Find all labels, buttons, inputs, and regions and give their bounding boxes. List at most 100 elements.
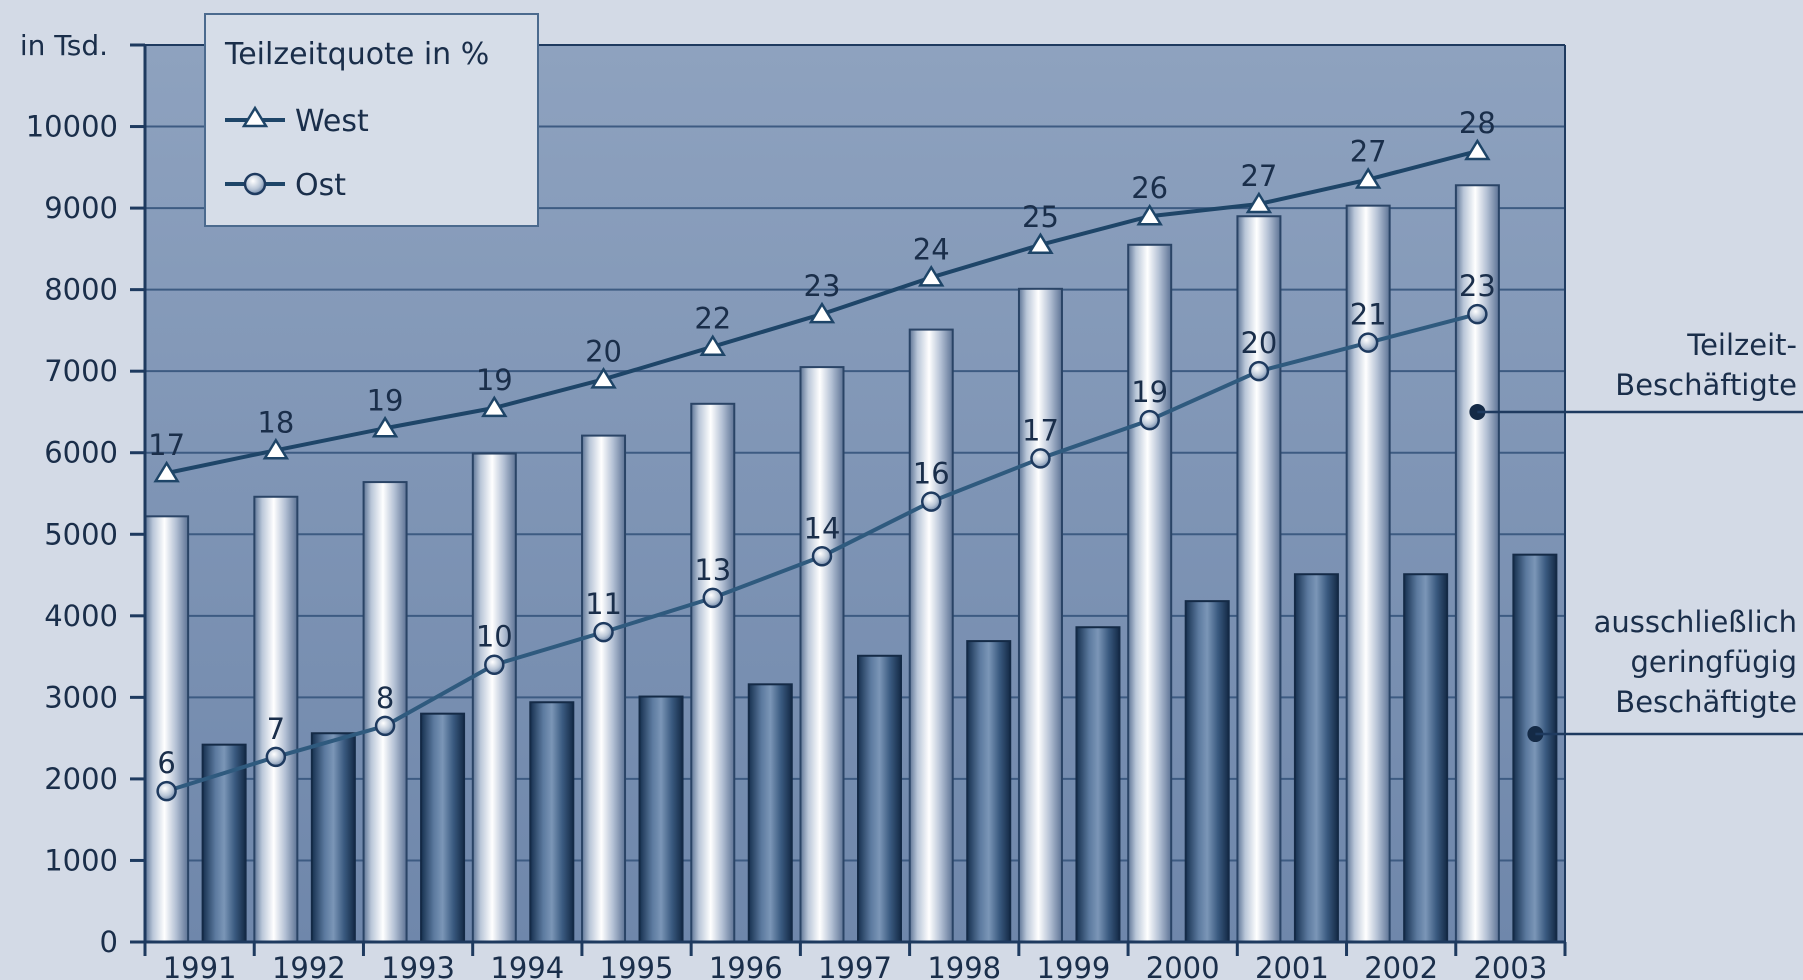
data-label-west-2001: 27	[1240, 159, 1277, 193]
series-label-geringfuegig: Beschäftigte	[1615, 685, 1797, 719]
legend-title: Teilzeitquote in %	[224, 37, 489, 72]
marker-west-2000	[1136, 203, 1163, 226]
tick-labels: 0 1000 2000 3000 4000 5000 6000 7000 8000 9000 100…	[26, 110, 1548, 980]
bar-teilzeit-1994	[471, 452, 517, 943]
y-tick-label: 4000	[44, 599, 118, 633]
bar-teilzeit-2002	[1345, 204, 1391, 944]
x-tick-label-2000: 2000	[1146, 951, 1220, 980]
y-tick-label: 10000	[26, 110, 118, 144]
data-label-ost-1998: 16	[913, 457, 950, 491]
marker-ost-1999	[1030, 448, 1051, 469]
lines: 17 18 19 19 20 22 23 24 25 26 27 27 28 6 7 8 10 11 13 14 16 1…	[148, 106, 1496, 802]
circle-marker-icon	[243, 172, 267, 196]
series-label-teilzeit: Teilzeit-	[1686, 328, 1797, 362]
series-label-geringfuegig: geringfügig	[1631, 645, 1797, 679]
data-label-west-1996: 22	[694, 302, 731, 336]
y-tick-label: 5000	[44, 517, 118, 551]
y-axis-unit-label: in Tsd.	[20, 29, 108, 62]
x-tick-label-1997: 1997	[818, 951, 892, 980]
bar-geringfuegig-1997	[857, 654, 902, 943]
bar-teilzeit-1991	[144, 515, 190, 943]
data-label-west-2002: 27	[1350, 135, 1387, 169]
marker-west-1993	[371, 415, 399, 438]
y-tick-label: 0	[100, 925, 118, 959]
legend-item-west: West	[225, 104, 369, 139]
data-label-ost-1996: 13	[694, 553, 731, 587]
data-label-ost-1994: 10	[476, 620, 513, 654]
x-tick-label-1992: 1992	[272, 951, 346, 980]
marker-west-1996	[699, 334, 726, 356]
x-tick-label-1994: 1994	[490, 951, 564, 980]
marker-west-1992	[262, 437, 290, 460]
x-tick-label-1993: 1993	[381, 951, 455, 980]
y-tick-label: 1000	[44, 843, 118, 877]
bars	[144, 184, 1558, 944]
data-label-ost-1997: 14	[804, 511, 841, 545]
bar-geringfuegig-1996	[747, 683, 793, 943]
data-label-west-2000: 26	[1131, 171, 1168, 205]
bar-geringfuegig-1999	[1075, 626, 1121, 943]
data-label-west-1994: 19	[476, 363, 513, 397]
y-tick-label: 2000	[44, 762, 118, 796]
marker-west-1991	[153, 460, 180, 483]
data-label-west-1995: 20	[585, 334, 622, 368]
marker-west-1995	[590, 366, 617, 389]
x-tick-label-1999: 1999	[1037, 951, 1111, 980]
x-tick-label-1998: 1998	[927, 951, 1001, 980]
y-tick-label: 9000	[44, 191, 118, 225]
bar-teilzeit-2001	[1236, 215, 1282, 943]
y-tick-label: 7000	[44, 354, 118, 388]
legend-item-ost: Ost	[225, 168, 346, 203]
x-tick-label-1991: 1991	[163, 951, 237, 980]
x-tick-label-2002: 2002	[1364, 951, 1438, 980]
data-label-ost-1999: 17	[1022, 413, 1059, 447]
y-tick-label: 6000	[44, 436, 118, 470]
marker-west-2001	[1245, 191, 1273, 214]
bar-teilzeit-1996	[690, 402, 736, 943]
marker-ost-2002	[1357, 332, 1379, 353]
y-tick-label: 3000	[44, 680, 118, 714]
data-label-ost-1993: 8	[376, 681, 394, 715]
marker-ost-1996	[702, 587, 724, 609]
data-label-west-1993: 19	[367, 383, 404, 417]
legend: Teilzeitquote in % West Ost	[204, 13, 539, 227]
bar-teilzeit-1993	[362, 481, 408, 943]
bar-geringfuegig-2003	[1512, 553, 1558, 944]
marker-west-1997	[808, 301, 836, 324]
data-label-west-1998: 24	[913, 232, 950, 266]
legend-label-west: West	[295, 104, 369, 139]
x-tick-label-1996: 1996	[709, 951, 783, 980]
data-label-west-2003: 28	[1459, 106, 1496, 140]
marker-west-2002	[1354, 167, 1382, 189]
marker-ost-1991	[156, 780, 177, 802]
x-tick-label-1995: 1995	[600, 951, 674, 980]
data-label-west-1997: 23	[804, 269, 841, 303]
data-label-west-1992: 18	[257, 405, 294, 439]
marker-ost-1998	[920, 491, 942, 512]
marker-ost-1993	[374, 715, 396, 737]
data-label-west-1999: 25	[1022, 200, 1059, 234]
legend-label-ost: Ost	[295, 168, 346, 203]
data-label-ost-1992: 7	[267, 712, 285, 746]
data-label-ost-2001: 20	[1240, 326, 1277, 360]
marker-ost-2003	[1467, 303, 1488, 325]
bar-geringfuegig-1993	[420, 712, 466, 943]
marker-ost-2000	[1139, 409, 1160, 431]
data-label-ost-2002: 21	[1350, 298, 1387, 332]
bar-teilzeit-1999	[1017, 287, 1063, 943]
marker-ost-1992	[265, 746, 287, 768]
marker-ost-2001	[1248, 360, 1270, 382]
marker-west-2003	[1464, 138, 1491, 161]
data-label-ost-1991: 6	[157, 746, 175, 780]
marker-west-1994	[481, 395, 508, 418]
data-label-west-1991: 17	[148, 428, 185, 462]
bar-geringfuegig-2001	[1293, 573, 1339, 943]
bar-geringfuegig-2000	[1184, 600, 1230, 943]
marker-west-1999	[1027, 232, 1054, 255]
series-callouts: Teilzeit- Beschäftigte ausschließlich gerin…	[1469, 328, 1803, 743]
marker-west-1998	[918, 265, 945, 287]
y-tick-label: 8000	[44, 273, 118, 307]
bar-geringfuegig-1995	[638, 695, 684, 943]
